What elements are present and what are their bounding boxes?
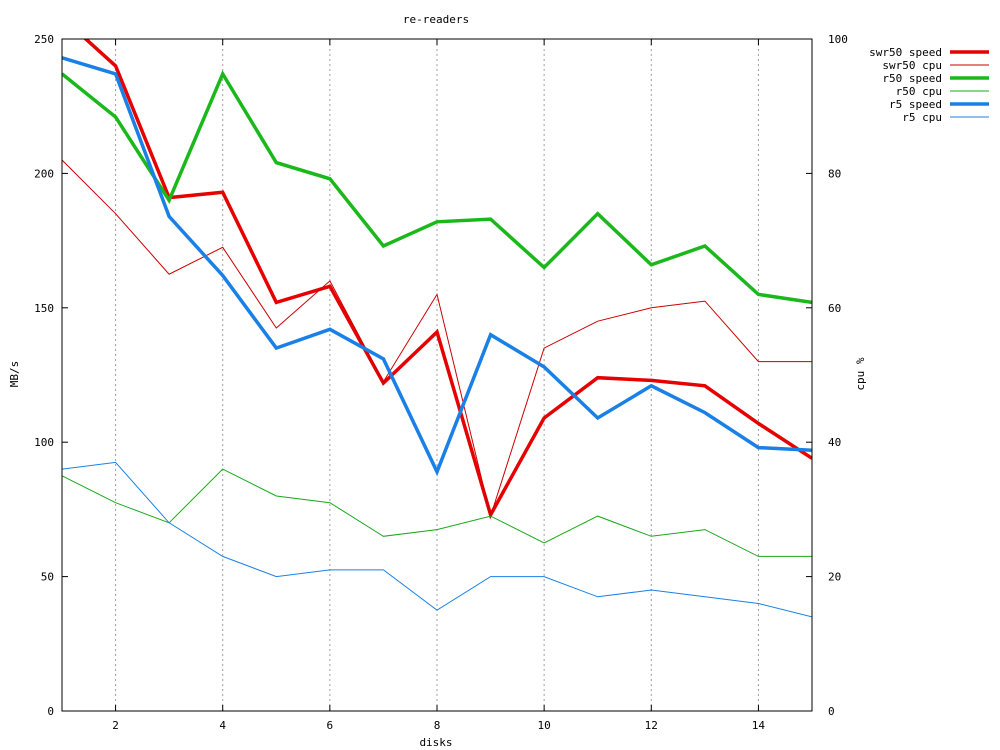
legend-label: r5 cpu <box>902 111 942 124</box>
x-tick-label: 2 <box>112 719 119 732</box>
y-tick-label: 150 <box>34 302 54 315</box>
y-tick-label: 50 <box>41 571 54 584</box>
series-line-r5-speed <box>62 56 812 477</box>
grid-layer <box>115 39 759 711</box>
x-tick-label: 4 <box>219 719 226 732</box>
y2-tick-label: 0 <box>828 705 835 718</box>
x-tick-label: 10 <box>538 719 551 732</box>
x-tick-label: 6 <box>327 719 334 732</box>
legend-label: swr50 cpu <box>882 59 942 72</box>
tick-layer: 2 4 6 8 10 12 14 0 50 100 150 200 250 0 20 40 60 80 100 <box>34 33 848 732</box>
series-line-swr50-cpu <box>62 159 812 518</box>
x-tick-label: 8 <box>434 719 441 732</box>
y-tick-label: 250 <box>34 33 54 46</box>
legend-label: r50 cpu <box>896 85 942 98</box>
y-tick-label: 0 <box>47 705 54 718</box>
x-axis-label: disks <box>419 736 452 749</box>
chart-title: re-readers <box>403 13 469 26</box>
y2-axis-label: cpu % <box>854 357 867 390</box>
plot-frame <box>61 38 813 712</box>
series-line-r50-cpu <box>62 468 812 557</box>
y-tick-label: 200 <box>34 167 54 180</box>
series-line-swr50-speed <box>83 39 812 520</box>
legend-label: swr50 speed <box>869 46 942 59</box>
series-line-r5-cpu <box>62 461 812 618</box>
y2-tick-label: 40 <box>828 436 841 449</box>
x-tick-label: 12 <box>645 719 658 732</box>
y2-tick-label: 80 <box>828 167 841 180</box>
y-tick-label: 100 <box>34 436 54 449</box>
y-axis-label: MB/s <box>8 361 21 388</box>
series-layer <box>62 39 812 618</box>
y2-tick-label: 20 <box>828 571 841 584</box>
legend-label: r50 speed <box>882 72 942 85</box>
x-tick-label: 14 <box>752 719 766 732</box>
legend-label: r5 speed <box>889 98 942 111</box>
y2-tick-label: 100 <box>828 33 848 46</box>
series-line-r50-speed <box>62 70 812 305</box>
y2-tick-label: 60 <box>828 302 841 315</box>
